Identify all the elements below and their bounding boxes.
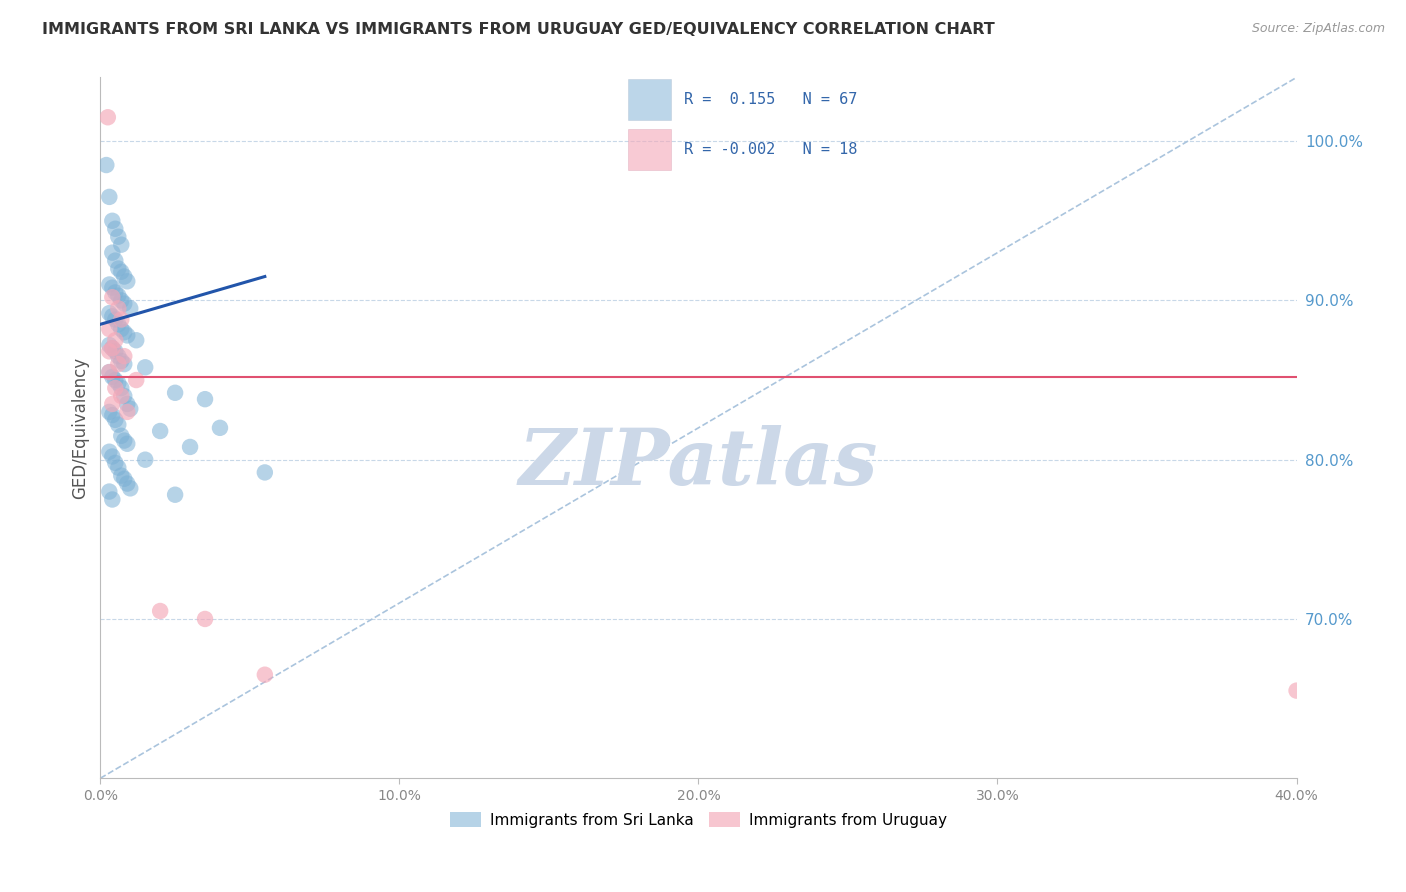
Point (134, 360, 156, 375)
Point (98, 405, 121, 419)
Point (98, 444, 121, 458)
Point (107, 357, 129, 371)
Point (149, 604, 172, 618)
Point (101, 281, 124, 295)
Point (125, 373, 148, 387)
Point (107, 349, 129, 363)
Point (194, 612, 217, 626)
Point (101, 245, 124, 260)
Point (253, 466, 276, 480)
Point (107, 417, 129, 432)
Point (110, 322, 132, 336)
Point (107, 318, 129, 332)
Point (101, 290, 124, 304)
Point (110, 312, 132, 326)
Point (98, 277, 121, 292)
Point (179, 440, 201, 454)
Point (110, 237, 132, 252)
Point (112, 326, 135, 340)
Text: ZIPatlas: ZIPatlas (519, 425, 879, 501)
Point (112, 389, 135, 403)
Point (107, 261, 129, 276)
Point (107, 460, 129, 475)
Point (117, 405, 139, 419)
Point (101, 369, 124, 384)
Point (112, 296, 135, 310)
Point (104, 381, 127, 395)
Point (104, 221, 127, 235)
Point (101, 450, 124, 464)
Point (98, 322, 121, 336)
Point (101, 492, 124, 507)
Text: Source: ZipAtlas.com: Source: ZipAtlas.com (1251, 22, 1385, 36)
Point (101, 341, 124, 355)
Point (107, 229, 129, 244)
Point (98, 365, 121, 379)
Point (112, 269, 135, 284)
Point (117, 476, 139, 491)
Point (165, 385, 187, 400)
Point (110, 429, 132, 443)
Point (96, 158, 118, 172)
Point (110, 265, 132, 279)
Point (104, 456, 127, 470)
Point (117, 328, 139, 343)
Point (110, 381, 132, 395)
Point (112, 357, 135, 371)
Bar (628, 78, 671, 120)
Point (101, 397, 124, 411)
Point (107, 288, 129, 302)
Point (110, 354, 132, 368)
Y-axis label: GED/Equivalency: GED/Equivalency (72, 357, 89, 499)
Point (98, 306, 121, 320)
Point (117, 436, 139, 450)
Point (98, 338, 121, 352)
Point (120, 401, 142, 416)
Point (104, 344, 127, 359)
Point (104, 413, 127, 427)
Text: R = -0.002   N = 18: R = -0.002 N = 18 (683, 142, 858, 157)
Legend: Immigrants from Sri Lanka, Immigrants from Uruguay: Immigrants from Sri Lanka, Immigrants fr… (444, 805, 953, 834)
Point (110, 293, 132, 308)
Bar (628, 129, 671, 169)
Point (120, 301, 142, 316)
Point (117, 397, 139, 411)
Point (98, 190, 121, 204)
Point (112, 472, 135, 486)
Point (98, 344, 121, 359)
Point (165, 488, 187, 502)
Point (104, 285, 127, 300)
Point (107, 301, 129, 316)
Point (117, 274, 139, 288)
Point (98, 484, 121, 499)
Point (1285, 683, 1308, 698)
Point (97, 110, 120, 124)
Point (101, 408, 124, 422)
Point (194, 392, 217, 406)
Point (107, 376, 129, 391)
Point (104, 333, 127, 347)
Point (104, 373, 127, 387)
Point (98, 365, 121, 379)
Point (208, 421, 231, 435)
Text: IMMIGRANTS FROM SRI LANKA VS IMMIGRANTS FROM URUGUAY GED/EQUIVALENCY CORRELATION: IMMIGRANTS FROM SRI LANKA VS IMMIGRANTS … (42, 22, 995, 37)
Point (120, 481, 142, 495)
Point (104, 253, 127, 268)
Point (112, 434, 135, 448)
Point (101, 310, 124, 324)
Point (101, 214, 124, 228)
Text: R =  0.155   N = 67: R = 0.155 N = 67 (683, 92, 858, 107)
Point (110, 468, 132, 483)
Point (104, 312, 127, 326)
Point (110, 389, 132, 403)
Point (149, 424, 172, 438)
Point (112, 349, 135, 363)
Point (101, 341, 124, 355)
Point (253, 667, 276, 681)
Point (134, 452, 156, 467)
Point (125, 333, 148, 347)
